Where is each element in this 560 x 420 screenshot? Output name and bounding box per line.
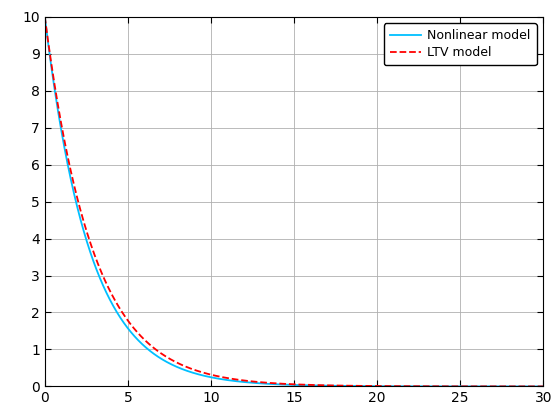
LTV model	[67, 166, 73, 171]
Nonlinear model	[284, 382, 291, 387]
Legend: Nonlinear model, LTV model: Nonlinear model, LTV model	[384, 23, 537, 65]
LTV model	[540, 384, 547, 389]
LTV model	[270, 381, 277, 386]
Line: Nonlinear model: Nonlinear model	[45, 17, 543, 386]
LTV model	[525, 384, 532, 389]
LTV model	[434, 384, 441, 389]
Nonlinear model	[41, 14, 48, 19]
Nonlinear model	[270, 382, 277, 387]
Nonlinear model	[525, 384, 532, 389]
Nonlinear model	[67, 174, 73, 179]
Nonlinear model	[434, 384, 441, 389]
Line: LTV model: LTV model	[45, 17, 543, 386]
LTV model	[525, 384, 532, 389]
LTV model	[284, 381, 291, 386]
Nonlinear model	[525, 384, 532, 389]
Nonlinear model	[540, 384, 547, 389]
LTV model	[41, 14, 48, 19]
